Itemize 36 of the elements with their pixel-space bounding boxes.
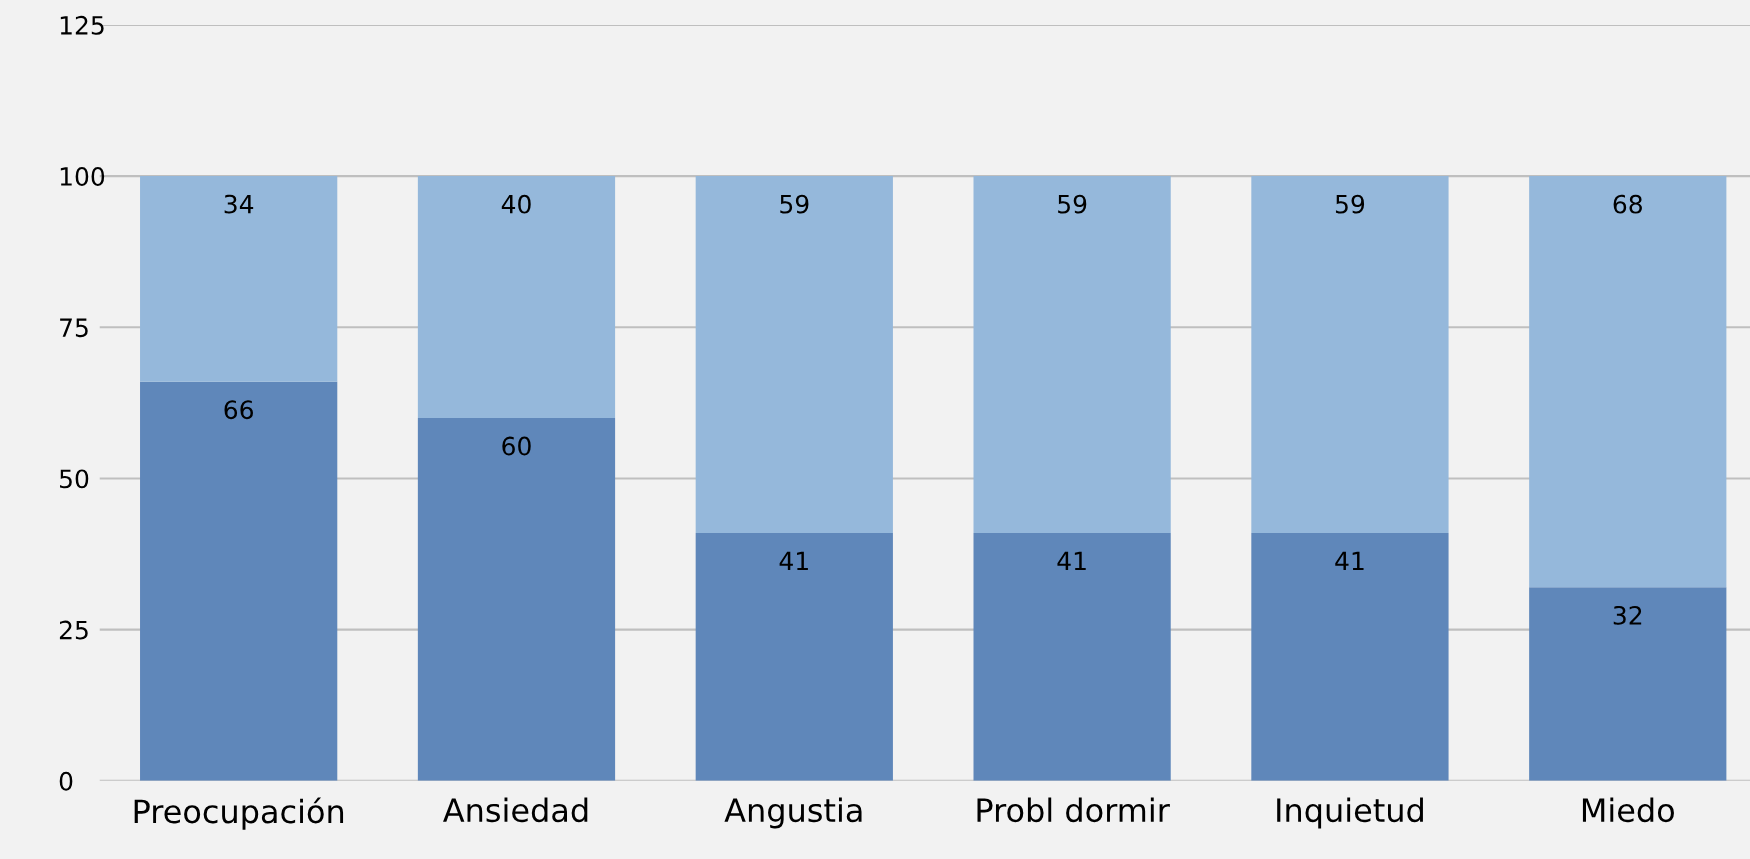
bar <box>417 176 616 418</box>
data-label: 59 <box>1335 194 1365 214</box>
bar <box>973 532 1171 781</box>
y-tick-label: 25 <box>59 620 88 640</box>
bar <box>140 176 338 382</box>
y-tick-label: 75 <box>60 318 88 338</box>
bar <box>1251 176 1449 533</box>
x-tick-label: Preocupación <box>134 797 344 830</box>
data-label: 60 <box>502 436 531 456</box>
x-tick-label: Miedo <box>1582 797 1674 823</box>
data-label: 32 <box>1613 605 1642 625</box>
y-tick-label: 125 <box>60 15 104 35</box>
x-tick-label: Probl dormir <box>977 797 1170 823</box>
bar <box>140 381 338 781</box>
y-tick-label: 50 <box>60 469 89 489</box>
x-tick-label: Angustia <box>724 797 862 829</box>
data-label: 59 <box>780 194 809 214</box>
data-label: 68 <box>1613 194 1642 214</box>
data-label: 59 <box>1058 194 1087 214</box>
x-tick-label: Ansiedad <box>443 797 588 823</box>
y-tick-label: 0 <box>59 771 73 791</box>
y-tick-label: 100 <box>60 167 105 186</box>
x-tick-label: Inquietud <box>1277 797 1423 829</box>
bar <box>695 176 893 533</box>
data-label: 40 <box>501 194 531 214</box>
bar <box>417 417 616 781</box>
bar <box>1251 532 1449 781</box>
bar <box>695 532 893 781</box>
bar <box>1529 587 1727 781</box>
data-label: 34 <box>224 194 254 214</box>
data-label: 41 <box>779 551 808 571</box>
data-label: 41 <box>1335 551 1364 571</box>
data-label: 66 <box>224 400 253 420</box>
bar <box>973 176 1171 533</box>
data-label: 41 <box>1057 551 1086 571</box>
bar <box>1529 176 1727 588</box>
